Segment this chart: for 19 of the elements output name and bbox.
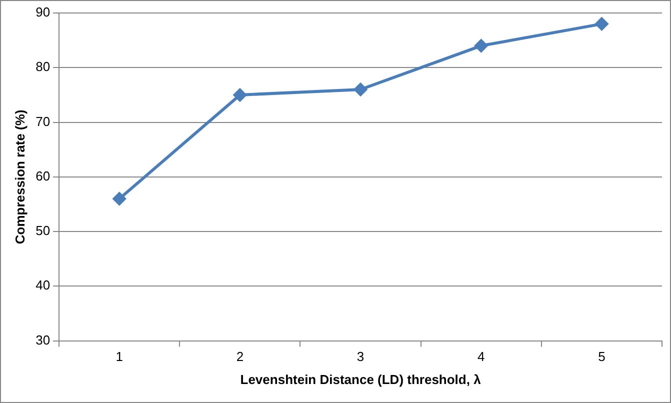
- y-tick-label: 80: [36, 59, 50, 74]
- point: [233, 88, 246, 102]
- x-axis-title: Levenshtein Distance (LD) threshold, λ: [240, 372, 482, 387]
- x-tick-label: 5: [598, 349, 606, 364]
- x-tick-label: 4: [478, 349, 485, 364]
- y-tick-label: 90: [36, 4, 50, 20]
- point: [474, 39, 488, 52]
- y-tick-label: 60: [36, 168, 50, 184]
- point: [112, 192, 126, 206]
- x-tick-label: 3: [356, 349, 364, 364]
- x-tick-label: 1: [116, 349, 123, 364]
- y-tick-label: 70: [36, 114, 50, 129]
- y-tick-label: 40: [36, 278, 50, 293]
- y-tick-label: 50: [36, 223, 50, 238]
- point: [595, 17, 608, 30]
- y-tick-label: 30: [36, 332, 50, 348]
- y-axis-title: Compression rate (%): [12, 110, 28, 244]
- x-tick-label: 2: [236, 349, 244, 364]
- point: [354, 82, 368, 96]
